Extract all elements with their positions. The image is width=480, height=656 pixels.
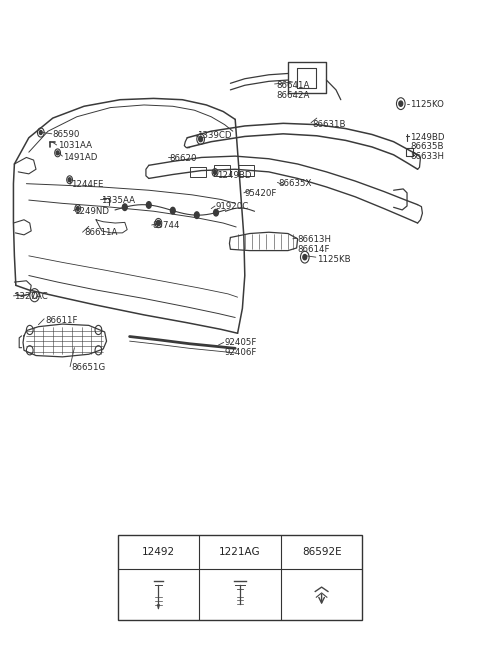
Text: 86631B: 86631B [312, 120, 346, 129]
Text: 85744: 85744 [153, 221, 180, 230]
Text: 12492: 12492 [142, 546, 175, 557]
Circle shape [199, 136, 203, 142]
Bar [238, 165, 254, 176]
Bar [190, 167, 206, 177]
Bar [118, 535, 362, 620]
Text: 1125KB: 1125KB [317, 255, 350, 264]
Circle shape [56, 151, 59, 155]
Circle shape [76, 207, 79, 211]
Text: 1249BD: 1249BD [217, 171, 252, 180]
Circle shape [399, 101, 403, 106]
Text: 1031AA: 1031AA [58, 141, 92, 150]
Circle shape [170, 207, 175, 214]
Text: 86592E: 86592E [302, 546, 341, 557]
Text: 1249BD: 1249BD [410, 133, 445, 142]
Text: 86635B: 86635B [410, 142, 444, 152]
Circle shape [146, 201, 151, 208]
Circle shape [39, 131, 42, 134]
Text: 1335AA: 1335AA [101, 195, 135, 205]
Circle shape [214, 209, 218, 216]
Text: 86635X: 86635X [278, 179, 312, 188]
Text: 1249ND: 1249ND [74, 207, 109, 216]
Text: 86590: 86590 [53, 130, 80, 139]
Text: 86611A: 86611A [84, 228, 118, 237]
Text: 92405F: 92405F [225, 338, 257, 347]
Text: 86641A: 86641A [276, 81, 310, 90]
Circle shape [214, 171, 216, 174]
Text: 86611F: 86611F [46, 316, 78, 325]
Text: 1244FE: 1244FE [71, 180, 104, 190]
Circle shape [156, 220, 160, 226]
Bar [214, 165, 230, 176]
Text: 86651G: 86651G [71, 363, 105, 372]
Text: 95420F: 95420F [245, 189, 277, 198]
Text: 1221AG: 1221AG [219, 546, 261, 557]
Text: 91920C: 91920C [216, 202, 249, 211]
Text: 1327AC: 1327AC [14, 292, 48, 301]
Text: 86620: 86620 [169, 154, 197, 163]
Text: 92406F: 92406F [225, 348, 257, 357]
Text: 86642A: 86642A [276, 91, 310, 100]
Circle shape [194, 212, 199, 218]
Text: 1125KO: 1125KO [410, 100, 444, 110]
Text: 1491AD: 1491AD [63, 153, 98, 162]
Text: 86633H: 86633H [410, 152, 444, 161]
Text: 1339CD: 1339CD [197, 131, 231, 140]
Circle shape [303, 255, 307, 260]
Text: 86613H: 86613H [298, 235, 332, 244]
Circle shape [122, 204, 127, 211]
Text: 86614F: 86614F [298, 245, 330, 254]
Circle shape [68, 178, 71, 182]
